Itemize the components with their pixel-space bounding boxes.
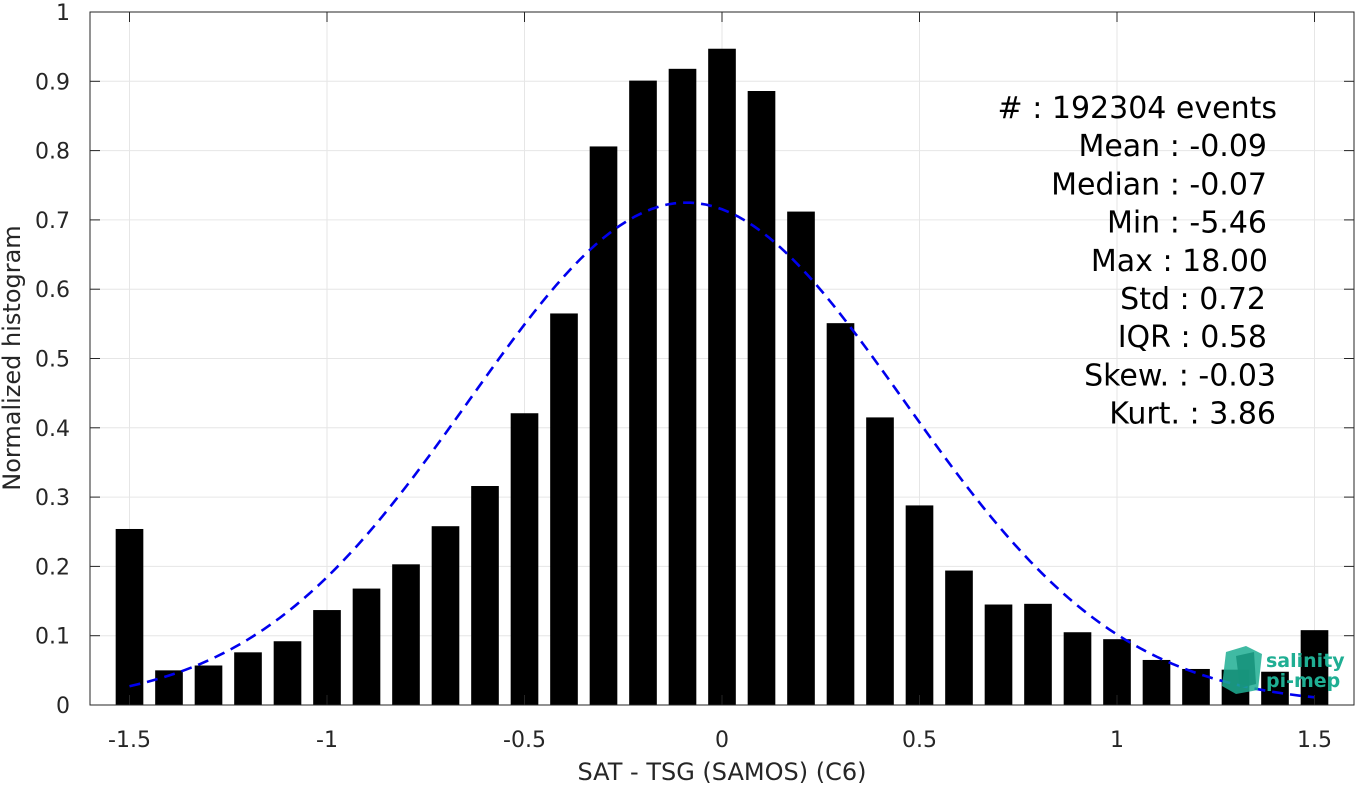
y-tick-label: 0.1 bbox=[35, 625, 70, 650]
histogram-bar bbox=[194, 665, 223, 705]
histogram-bar bbox=[234, 652, 262, 705]
histogram-bar bbox=[471, 486, 499, 705]
x-tick-label: 1.5 bbox=[1297, 728, 1332, 753]
stat-line: Mean : -0.09 bbox=[1078, 129, 1267, 164]
x-tick-label: 1 bbox=[1110, 728, 1124, 753]
histogram-bar bbox=[1261, 671, 1289, 705]
histogram-bar bbox=[1103, 639, 1131, 705]
stat-line: Max : 18.00 bbox=[1091, 244, 1268, 279]
histogram-bars bbox=[115, 48, 1329, 706]
histogram-bar bbox=[984, 604, 1013, 705]
histogram-bar bbox=[1024, 603, 1052, 705]
y-tick-label: 0.2 bbox=[35, 555, 70, 580]
y-tick-label: 0.5 bbox=[35, 348, 70, 373]
y-tick-label: 0 bbox=[56, 694, 70, 719]
y-tick-label: 1 bbox=[56, 1, 70, 26]
histogram-bar bbox=[945, 570, 973, 705]
x-tick-label: 0.5 bbox=[902, 728, 937, 753]
histogram-bar bbox=[1182, 668, 1210, 705]
y-tick-label: 0.4 bbox=[35, 417, 70, 442]
salinity-pi-mep-logo: salinity pi-mep bbox=[1222, 646, 1345, 694]
histogram-bar bbox=[510, 413, 539, 705]
y-tick-label: 0.9 bbox=[35, 70, 70, 95]
stat-line: IQR : 0.58 bbox=[1118, 320, 1267, 355]
histogram-bar bbox=[313, 610, 341, 705]
y-tick-label: 0.6 bbox=[35, 278, 70, 303]
x-tick-label: 0 bbox=[715, 728, 729, 753]
histogram-bar bbox=[273, 641, 302, 705]
histogram-bar bbox=[115, 528, 144, 705]
histogram-bar bbox=[747, 91, 776, 705]
x-tick-label: -1 bbox=[316, 728, 338, 753]
logo-text-pi-mep: pi-mep bbox=[1266, 670, 1340, 692]
x-axis-label: SAT - TSG (SAMOS) (C6) bbox=[578, 758, 867, 785]
histogram-bar bbox=[550, 313, 578, 705]
y-axis-label: Normalized histogram bbox=[0, 225, 26, 490]
stat-line: Skew. : -0.03 bbox=[1084, 358, 1276, 393]
histogram-bar bbox=[629, 80, 657, 706]
histogram-bar bbox=[352, 588, 381, 705]
histogram-bar bbox=[392, 564, 420, 705]
stat-line: # : 192304 events bbox=[998, 91, 1277, 126]
y-tick-label: 0.7 bbox=[35, 209, 70, 234]
histogram-bar bbox=[431, 526, 460, 705]
histogram-bar bbox=[905, 505, 934, 705]
stat-line: Kurt. : 3.86 bbox=[1109, 397, 1276, 432]
logo-icon bbox=[1222, 646, 1262, 694]
histogram-bar bbox=[1063, 632, 1092, 705]
histogram-bar bbox=[787, 211, 815, 706]
x-axis-ticks: -1.5 -1 -0.5 0 0.5 1 1.5 bbox=[108, 12, 1332, 753]
stat-line: Median : -0.07 bbox=[1051, 167, 1267, 202]
stat-line: Min : -5.46 bbox=[1107, 206, 1267, 241]
histogram-bar bbox=[866, 417, 894, 705]
y-axis-ticks: 0 0.1 0.2 0.3 0.4 0.5 0.6 0.7 0.8 0.9 1 bbox=[35, 1, 1354, 719]
histogram-bar bbox=[708, 48, 736, 705]
x-tick-label: -1.5 bbox=[108, 728, 151, 753]
y-tick-label: 0.3 bbox=[35, 486, 70, 511]
logo-text-salinity: salinity bbox=[1266, 650, 1345, 672]
stat-line: Std : 0.72 bbox=[1120, 282, 1266, 317]
histogram-bar bbox=[1142, 659, 1171, 705]
gaussian-fit-curve bbox=[129, 201, 1315, 699]
y-tick-label: 0.8 bbox=[35, 140, 70, 165]
histogram-bar bbox=[826, 323, 855, 705]
histogram-bar bbox=[668, 68, 697, 706]
histogram-bar bbox=[1300, 630, 1329, 705]
x-tick-label: -0.5 bbox=[503, 728, 546, 753]
histogram-bar bbox=[589, 146, 618, 705]
